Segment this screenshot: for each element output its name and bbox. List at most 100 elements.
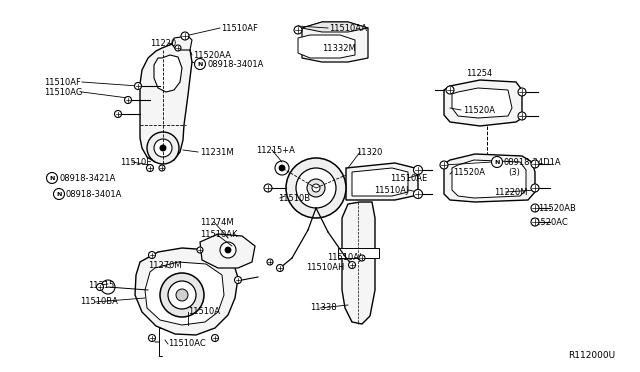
Circle shape <box>148 251 156 259</box>
Polygon shape <box>342 202 375 324</box>
Circle shape <box>147 132 179 164</box>
Circle shape <box>147 164 154 171</box>
Circle shape <box>101 280 115 294</box>
Circle shape <box>115 110 122 118</box>
Text: N: N <box>197 61 203 67</box>
Text: 11510E: 11510E <box>120 157 152 167</box>
Text: (3): (3) <box>508 167 520 176</box>
Circle shape <box>440 161 448 169</box>
Circle shape <box>492 157 502 167</box>
Text: N: N <box>56 192 61 196</box>
Text: 11510AE: 11510AE <box>390 173 428 183</box>
Circle shape <box>413 166 422 174</box>
Text: R112000U: R112000U <box>568 352 615 360</box>
Text: 11520AA: 11520AA <box>193 51 231 60</box>
Text: 11338: 11338 <box>310 304 337 312</box>
Text: 11274M: 11274M <box>200 218 234 227</box>
Polygon shape <box>140 44 192 163</box>
Polygon shape <box>352 168 408 196</box>
Polygon shape <box>444 154 535 202</box>
Circle shape <box>531 160 539 168</box>
Circle shape <box>97 283 104 291</box>
Text: N: N <box>49 176 54 180</box>
Circle shape <box>312 184 320 192</box>
Circle shape <box>225 247 231 253</box>
Text: 11520A: 11520A <box>453 167 485 176</box>
Circle shape <box>276 264 284 272</box>
Circle shape <box>264 184 272 192</box>
Circle shape <box>160 273 204 317</box>
Text: 11510A: 11510A <box>188 308 220 317</box>
Circle shape <box>267 259 273 265</box>
Circle shape <box>531 218 539 226</box>
Circle shape <box>446 86 454 94</box>
Circle shape <box>181 32 189 40</box>
Circle shape <box>286 158 346 218</box>
Polygon shape <box>302 22 368 32</box>
Circle shape <box>359 255 365 261</box>
Polygon shape <box>444 80 522 126</box>
Circle shape <box>160 145 166 151</box>
Text: 11332M: 11332M <box>322 44 356 52</box>
Circle shape <box>134 83 141 90</box>
Text: 11520AC: 11520AC <box>530 218 568 227</box>
Text: 11231M: 11231M <box>200 148 234 157</box>
Circle shape <box>413 189 422 199</box>
Circle shape <box>279 165 285 171</box>
Polygon shape <box>302 22 368 62</box>
Circle shape <box>518 88 526 96</box>
Circle shape <box>159 165 165 171</box>
Polygon shape <box>452 88 512 118</box>
Text: 11215+A: 11215+A <box>256 145 295 154</box>
Polygon shape <box>135 248 238 335</box>
Text: 11510BA: 11510BA <box>80 298 118 307</box>
Polygon shape <box>346 163 418 200</box>
Text: 11270M: 11270M <box>148 260 182 269</box>
Text: 08918-3401A: 08918-3401A <box>66 189 122 199</box>
Circle shape <box>47 173 58 183</box>
Text: 11510AC: 11510AC <box>168 340 205 349</box>
Circle shape <box>175 45 181 51</box>
Polygon shape <box>200 234 255 268</box>
Text: 08918-34D1A: 08918-34D1A <box>504 157 562 167</box>
Polygon shape <box>172 36 192 50</box>
Text: 11520AB: 11520AB <box>538 203 576 212</box>
Text: 11510AK: 11510AK <box>200 230 237 238</box>
Text: 08918-3401A: 08918-3401A <box>207 60 264 68</box>
Text: 11320: 11320 <box>356 148 382 157</box>
Circle shape <box>168 281 196 309</box>
Text: 11520A: 11520A <box>463 106 495 115</box>
Circle shape <box>275 161 289 175</box>
Circle shape <box>197 247 203 253</box>
Circle shape <box>195 58 205 70</box>
Polygon shape <box>298 35 355 58</box>
Polygon shape <box>338 248 379 258</box>
Text: 08918-3421A: 08918-3421A <box>59 173 115 183</box>
Text: 11220M: 11220M <box>494 187 527 196</box>
Circle shape <box>531 204 539 212</box>
Circle shape <box>349 262 355 269</box>
Polygon shape <box>145 262 224 325</box>
Circle shape <box>518 112 526 120</box>
Circle shape <box>531 184 539 192</box>
Text: 11215: 11215 <box>88 280 115 289</box>
Circle shape <box>148 334 156 341</box>
Circle shape <box>220 242 236 258</box>
Text: 11510AF: 11510AF <box>44 77 81 87</box>
Circle shape <box>211 334 218 341</box>
Text: 11220: 11220 <box>150 38 176 48</box>
Text: 11510B: 11510B <box>278 193 310 202</box>
Polygon shape <box>452 160 526 198</box>
Circle shape <box>54 189 65 199</box>
Circle shape <box>294 26 302 34</box>
Text: 11254: 11254 <box>466 68 492 77</box>
Circle shape <box>125 96 131 103</box>
Text: 11510AJ: 11510AJ <box>327 253 362 263</box>
Polygon shape <box>154 55 182 92</box>
Text: N: N <box>494 160 500 164</box>
Circle shape <box>176 289 188 301</box>
Text: 11510AA: 11510AA <box>329 23 367 32</box>
Circle shape <box>234 276 241 283</box>
Circle shape <box>154 139 172 157</box>
Text: 11510AF: 11510AF <box>221 23 258 32</box>
